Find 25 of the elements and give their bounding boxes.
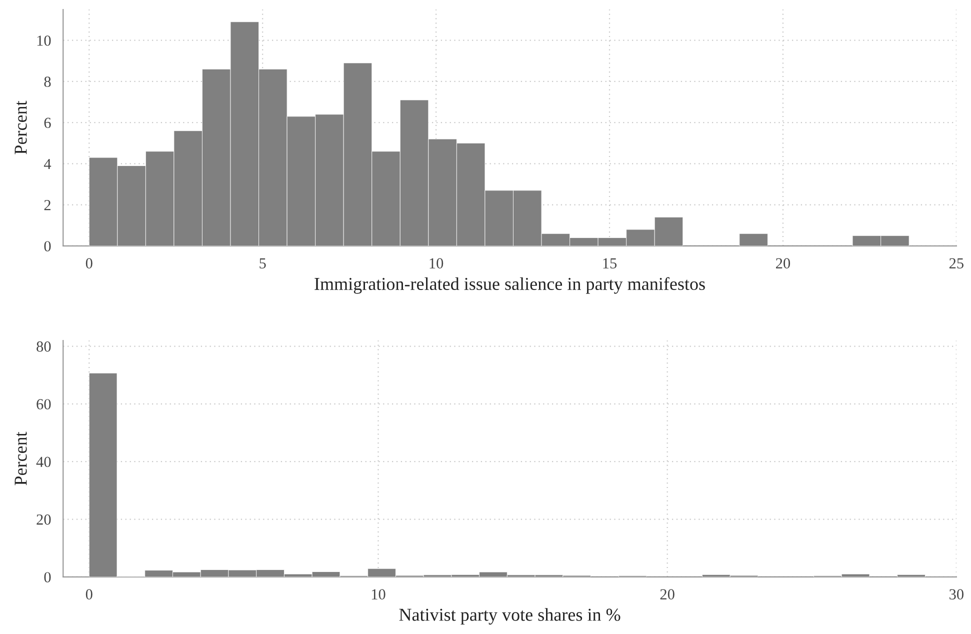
- x-tick-label: 20: [660, 589, 674, 600]
- x-tick-label: 20: [776, 258, 790, 268]
- x-tick-label: 0: [86, 589, 92, 600]
- y-tick-label: 60: [36, 399, 51, 410]
- y-tick-label: 80: [36, 341, 51, 352]
- y-tick-label: 10: [37, 35, 51, 46]
- x-tick-label: 25: [949, 258, 964, 268]
- x-tick-label: 5: [260, 258, 266, 268]
- x-axis-title: Nativist party vote shares in %: [399, 608, 620, 625]
- y-tick-label: 2: [44, 200, 50, 210]
- x-tick-label: 15: [603, 258, 617, 268]
- y-axis-title: Percent: [14, 100, 27, 154]
- x-tick-label: 10: [430, 258, 444, 268]
- x-tick-label: 30: [950, 589, 964, 600]
- y-tick-label: 40: [36, 456, 51, 468]
- y-tick-label: 4: [44, 158, 52, 170]
- x-tick-label: 0: [86, 258, 92, 268]
- y-tick-label: 0: [44, 241, 51, 252]
- y-tick-label: 6: [44, 118, 51, 128]
- y-tick-label: 0: [44, 572, 51, 582]
- x-tick-label: 10: [372, 589, 386, 600]
- y-tick-label: 8: [44, 76, 51, 87]
- x-axis-title: Immigration-related issue salience in party manifestos: [314, 277, 705, 294]
- y-tick-label: 20: [36, 514, 51, 525]
- y-axis-title: Percent: [14, 432, 27, 486]
